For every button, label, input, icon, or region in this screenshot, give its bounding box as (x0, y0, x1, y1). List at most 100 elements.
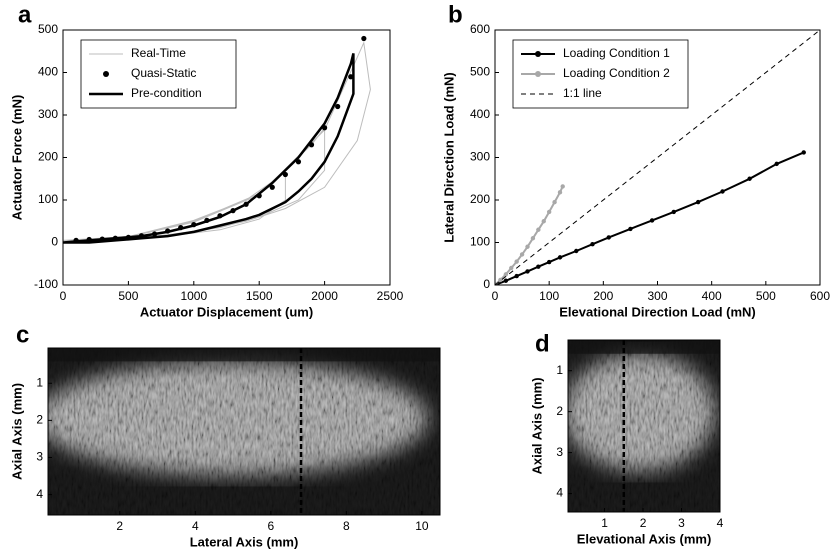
top-band (568, 340, 720, 354)
x-tick-label: 4 (717, 516, 724, 530)
y-tick-label: 100 (470, 235, 490, 249)
point (695, 199, 701, 205)
y-tick-label: 200 (38, 150, 58, 164)
y-axis-label: Actuator Force (mN) (9, 95, 24, 221)
y-tick-label: 1 (556, 363, 563, 377)
speckle (568, 340, 720, 512)
x-tick-label: 0 (60, 289, 67, 303)
legend-label: Loading Condition 2 (563, 66, 670, 80)
legend-label: Pre-condition (131, 86, 202, 100)
panel-label: c (16, 321, 29, 348)
point (590, 242, 595, 247)
point (606, 235, 611, 240)
y-axis-label: Axial Axis (mm) (9, 383, 24, 480)
y-tick-label: 300 (38, 107, 58, 121)
speckle (48, 348, 440, 515)
y-tick-label: -100 (34, 277, 58, 291)
y-tick-label: 0 (51, 235, 58, 249)
y-tick-label: 2 (36, 413, 43, 427)
y-tick-label: 400 (470, 107, 490, 121)
x-tick-label: 2000 (311, 289, 338, 303)
y-tick-label: 4 (36, 487, 43, 501)
x-tick-label: 300 (647, 289, 667, 303)
legend-label: 1:1 line (563, 86, 602, 100)
plot-area (63, 35, 371, 244)
point (525, 244, 530, 249)
y-tick-label: 2 (556, 404, 563, 418)
y-tick-label: 200 (470, 192, 490, 206)
x-tick-label: 600 (810, 289, 830, 303)
x-tick-label: 200 (593, 289, 613, 303)
point (557, 255, 563, 260)
x-tick-label: 500 (756, 289, 776, 303)
top-band (48, 348, 440, 362)
x-tick-label: 500 (118, 289, 138, 303)
point (574, 248, 579, 254)
point (503, 278, 509, 283)
y-tick-label: 1 (36, 375, 43, 389)
legend-marker (535, 71, 541, 77)
x-tick-label: 2500 (377, 289, 404, 303)
point (514, 273, 519, 279)
plot-area (495, 30, 820, 285)
x-tick-label: 8 (343, 519, 350, 533)
point (649, 218, 655, 223)
plot-area (48, 348, 440, 515)
point (269, 184, 275, 190)
y-tick-label: 3 (36, 450, 43, 464)
point (747, 176, 752, 181)
y-tick-label: 100 (38, 192, 58, 206)
y-tick-label: 600 (470, 22, 490, 36)
panel-label: a (18, 1, 32, 28)
x-tick-label: 3 (678, 516, 685, 530)
point (525, 269, 530, 274)
point (557, 190, 563, 195)
panel-label: d (535, 330, 550, 357)
point (628, 226, 633, 232)
y-tick-label: 300 (470, 150, 490, 164)
series-line (63, 53, 355, 244)
y-tick-label: 500 (470, 65, 490, 79)
axes-box (47, 347, 441, 516)
y-axis-label: Lateral Direction Load (mN) (441, 72, 456, 242)
x-tick-label: 1500 (246, 289, 273, 303)
point (801, 150, 806, 155)
point (536, 264, 541, 269)
point (541, 219, 546, 224)
y-axis-label: Axial Axis (mm) (529, 377, 544, 474)
series-line (495, 151, 805, 285)
point (546, 259, 552, 265)
x-tick-label: 10 (415, 519, 429, 533)
y-tick-label: 400 (38, 65, 58, 79)
point (514, 259, 519, 264)
point (348, 74, 354, 80)
x-tick-label: 0 (492, 289, 499, 303)
point (509, 265, 514, 271)
legend-label: Loading Condition 1 (563, 46, 670, 60)
panel: Loading Condition 1 Loading Condition 2 1:… (441, 1, 830, 319)
legend-marker (535, 51, 541, 57)
x-axis-label: Lateral Axis (mm) (190, 534, 299, 549)
series-line (495, 30, 820, 285)
x-tick-label: 4 (192, 519, 199, 533)
point (536, 227, 541, 232)
x-axis-label: Elevational Axis (mm) (577, 531, 712, 546)
x-tick-label: 100 (539, 289, 559, 303)
point (530, 236, 536, 241)
y-tick-label: 4 (556, 486, 563, 500)
panel-label: b (448, 1, 463, 28)
y-tick-label: 3 (556, 445, 563, 459)
x-axis-label: Elevational Direction Load (mN) (559, 304, 755, 319)
point (720, 189, 725, 194)
point (519, 252, 525, 257)
point (552, 199, 557, 205)
x-tick-label: 2 (640, 516, 647, 530)
point (361, 35, 367, 42)
x-tick-label: 1000 (180, 289, 207, 303)
point (498, 277, 503, 283)
x-tick-label: 6 (267, 519, 274, 533)
y-tick-label: 0 (483, 277, 490, 291)
panel: 1 2 3 4 1 2 3 4 Elevational Axis (mm) Axial Axis … (529, 330, 723, 546)
